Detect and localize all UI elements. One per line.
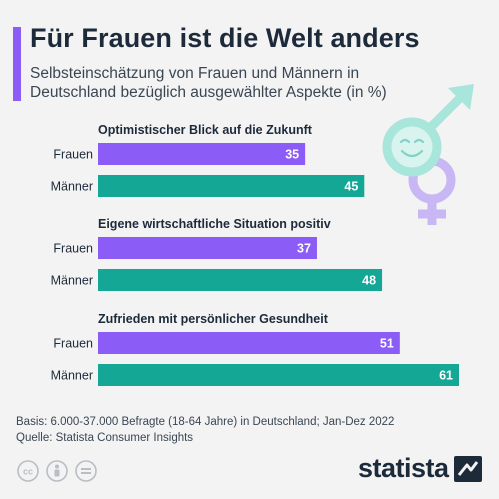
statista-mark-icon	[453, 455, 482, 482]
svg-text:cc: cc	[23, 467, 33, 477]
bar	[98, 269, 383, 291]
subtitle-line-1: Selbsteinschätzung von Frauen und Männer…	[30, 65, 360, 82]
cc-icon[interactable]: cc	[17, 460, 39, 482]
category-label: Frauen	[53, 337, 93, 351]
bar	[98, 364, 459, 386]
statista-logo[interactable]: statista	[358, 453, 482, 484]
accent-bar	[13, 27, 21, 101]
nd-icon[interactable]	[75, 460, 97, 482]
group-label: Optimistischer Blick auf die Zukunft	[98, 123, 313, 137]
bar	[98, 237, 317, 259]
category-label: Frauen	[53, 148, 93, 162]
group-label: Zufrieden mit persönlicher Gesundheit	[98, 312, 329, 326]
data-label: 51	[380, 337, 394, 351]
category-label: Männer	[51, 180, 93, 194]
footer-note: Basis: 6.000-37.000 Befragte (18-64 Jahr…	[16, 414, 394, 446]
bar	[98, 332, 400, 354]
source-note: Quelle: Statista Consumer Insights	[16, 432, 194, 444]
category-label: Männer	[51, 274, 93, 288]
basis-note: Basis: 6.000-37.000 Befragte (18-64 Jahr…	[16, 416, 395, 428]
category-label: Männer	[51, 369, 93, 383]
subtitle-line-2: Deutschland bezüglich ausgewählter Aspek…	[30, 84, 387, 101]
data-label: 35	[285, 148, 299, 162]
bar	[98, 143, 306, 165]
chart-title: Für Frauen ist die Welt anders	[30, 23, 420, 53]
bar	[98, 175, 365, 197]
by-icon[interactable]	[46, 460, 68, 482]
license-icons[interactable]: cc	[16, 459, 106, 483]
data-label: 37	[297, 242, 311, 256]
brand-name: statista	[358, 453, 449, 483]
chart-subtitle: Selbsteinschätzung von Frauen und Männer…	[30, 64, 450, 102]
group-label: Eigene wirtschaftliche Situation positiv	[98, 217, 331, 231]
data-label: 61	[439, 369, 453, 383]
data-label: 48	[362, 274, 376, 288]
category-label: Frauen	[53, 242, 93, 256]
gender-symbols-icon	[382, 84, 474, 225]
data-label: 45	[344, 180, 358, 194]
